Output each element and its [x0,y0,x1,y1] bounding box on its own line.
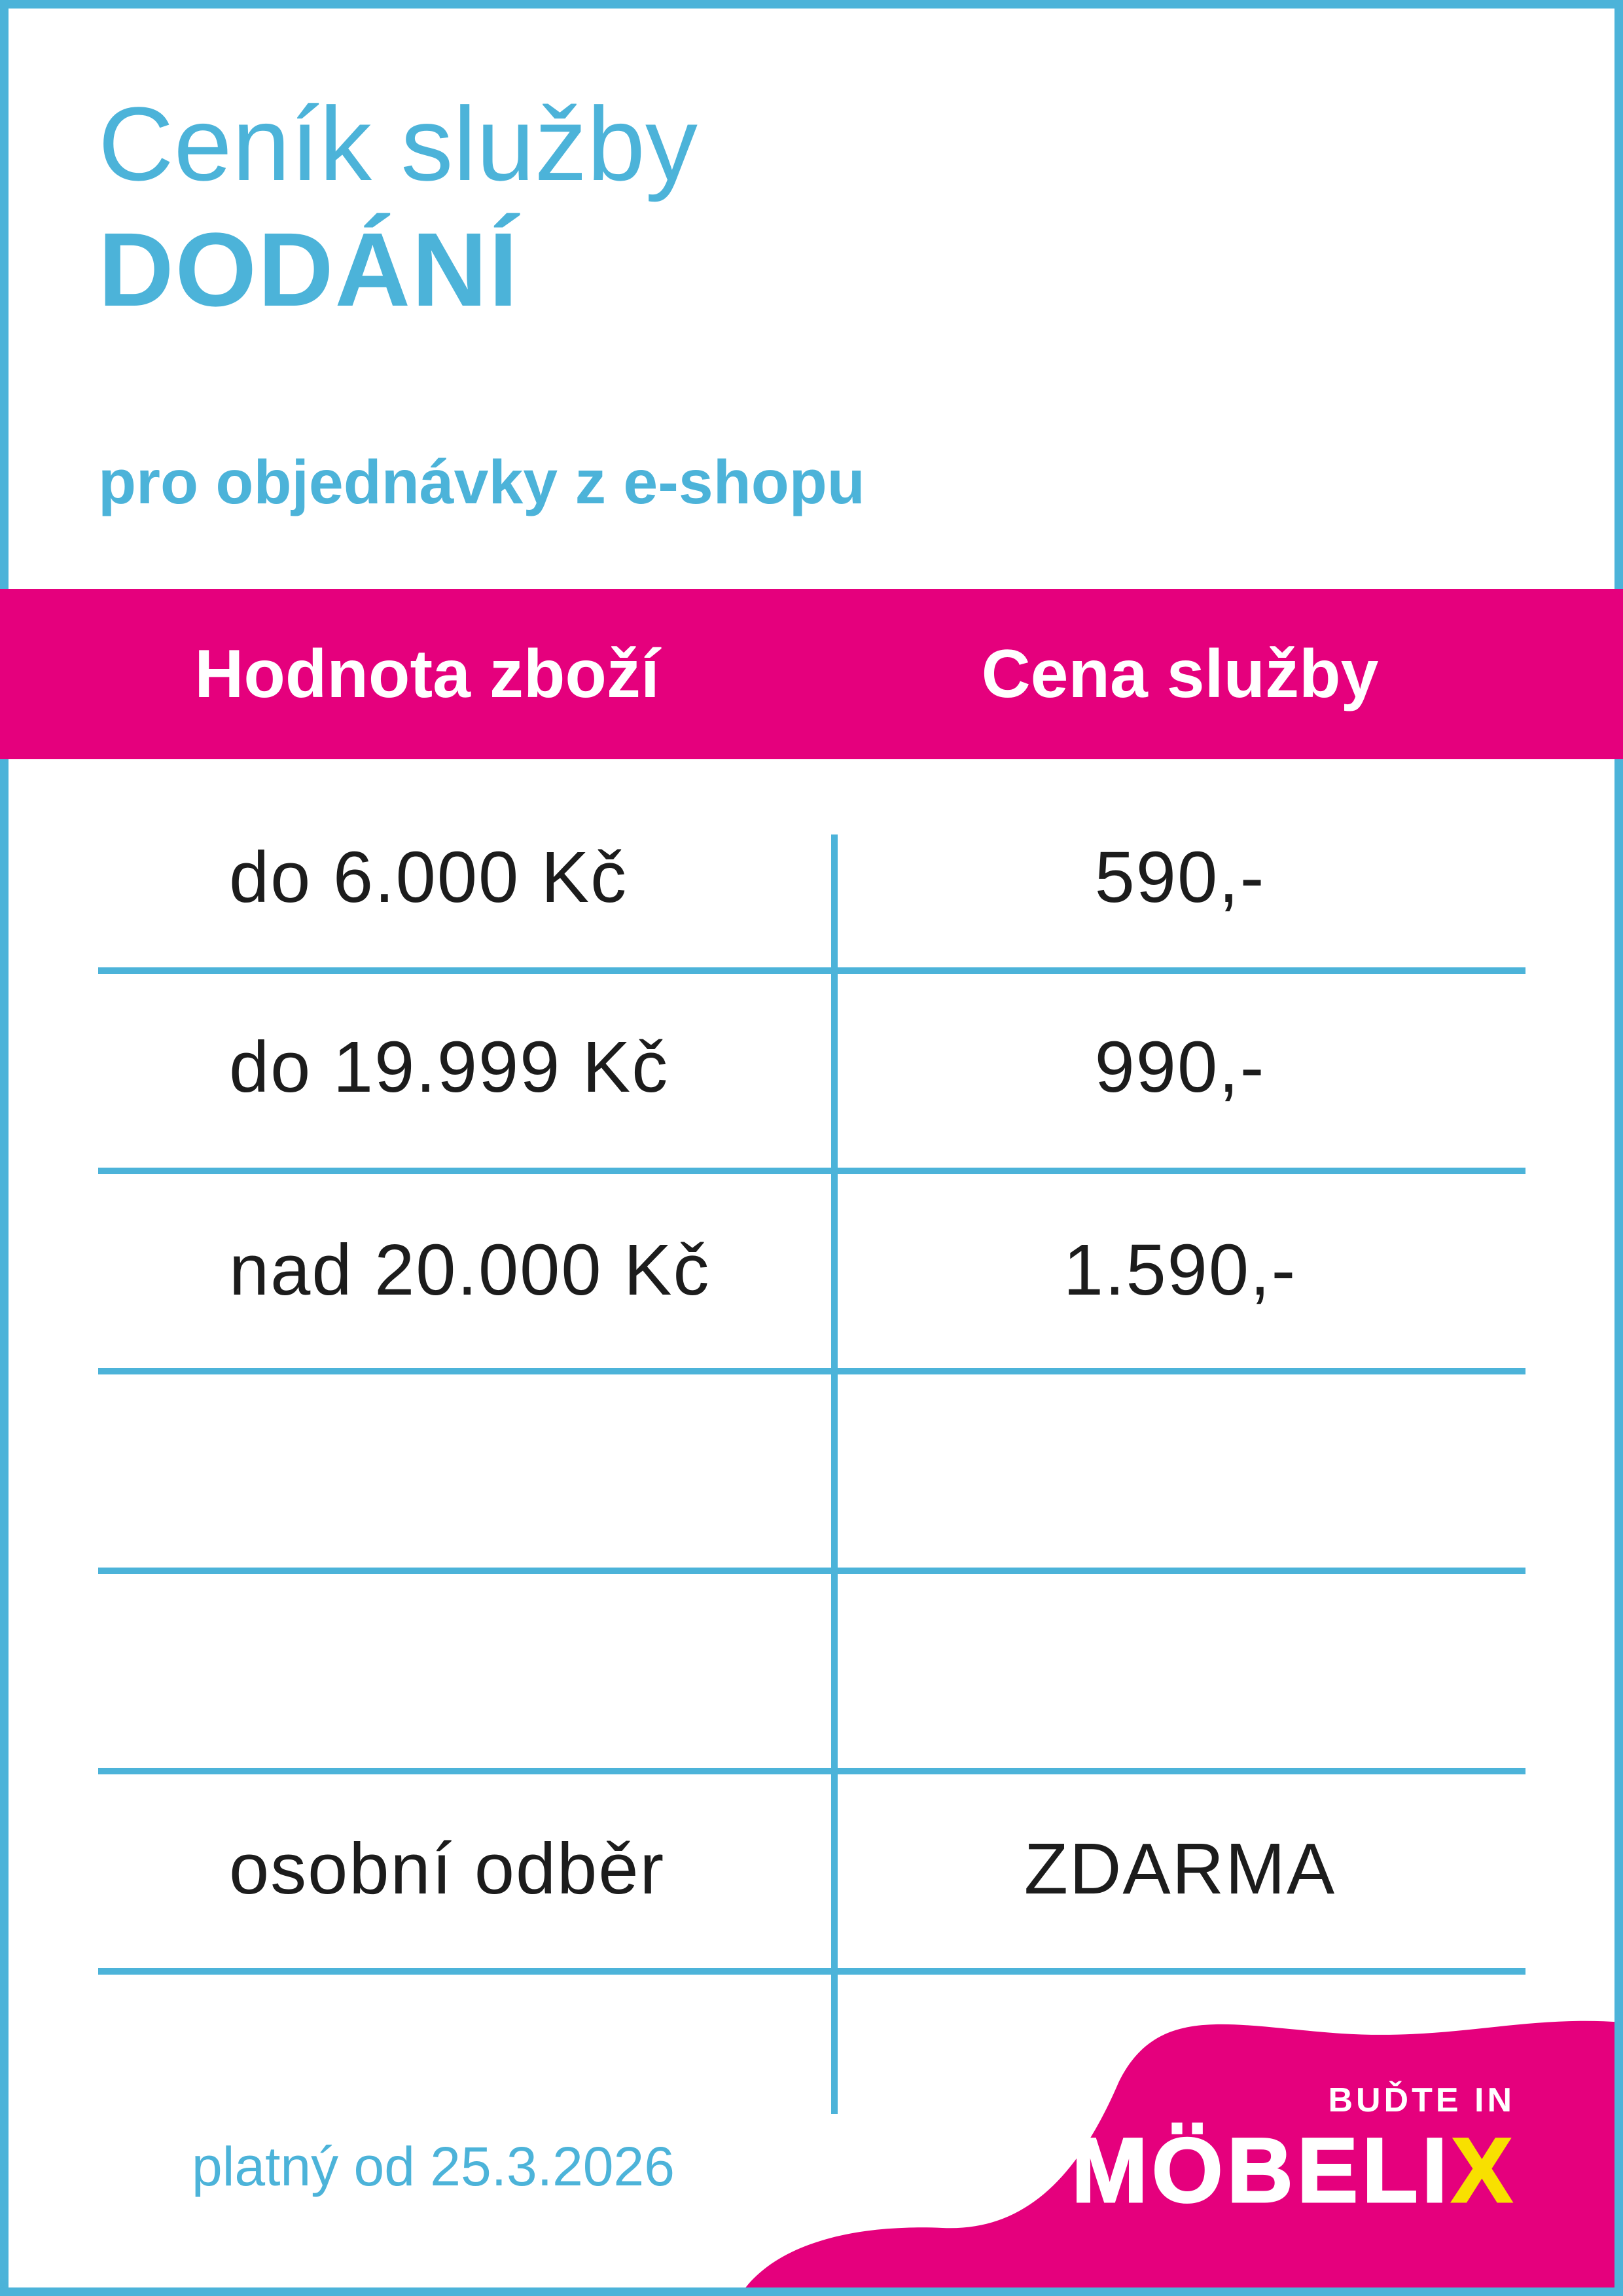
pink-blob-path [740,2020,1623,2296]
table-column-divider-line [831,834,838,2114]
mobelix-logo-x-part: X [1450,2119,1516,2221]
row-value-cell: osobní odběr [229,1828,666,1909]
table-row: nad 20.000 Kč 1.590,- [0,1221,1623,1319]
table-row: do 19.999 Kč 990,- [0,1018,1623,1116]
table-row-divider [98,967,1525,974]
table-row: osobní odběr ZDARMA [0,1820,1623,1918]
mobelix-logo: MÖBELIX [1071,2123,1516,2217]
row-price-cell: 590,- [1094,836,1266,918]
row-value-cell: do 19.999 Kč [229,1026,669,1107]
row-price-cell: 1.590,- [1063,1229,1297,1310]
mobelix-logo-white-part: MÖBELI [1071,2119,1452,2221]
page-title-line1: Ceník služby [98,85,698,202]
page-title-line2: DODÁNÍ [98,211,520,328]
table-row-divider [98,1368,1525,1374]
row-value-cell: do 6.000 Kč [229,836,628,918]
row-price-cell: ZDARMA [1024,1828,1336,1909]
table-header-price-column: Cena služby [981,636,1379,712]
table-row-divider [98,1568,1525,1574]
validity-note: platný od 25.3.2026 [192,2136,675,2197]
logo-tagline: BUĎTE IN [1328,2081,1515,2119]
table-header-value-column: Hodnota zboží [194,636,660,712]
table-row: do 6.000 Kč 590,- [0,828,1623,926]
row-value-cell: nad 20.000 Kč [229,1229,711,1310]
row-price-cell: 990,- [1094,1026,1266,1107]
table-row-divider [98,1768,1525,1774]
table-header-bar: Hodnota zboží Cena služby [0,589,1623,759]
table-row-divider [98,1968,1525,1975]
table-row-divider [98,1168,1525,1174]
page-subtitle: pro objednávky z e-shopu [98,448,865,517]
